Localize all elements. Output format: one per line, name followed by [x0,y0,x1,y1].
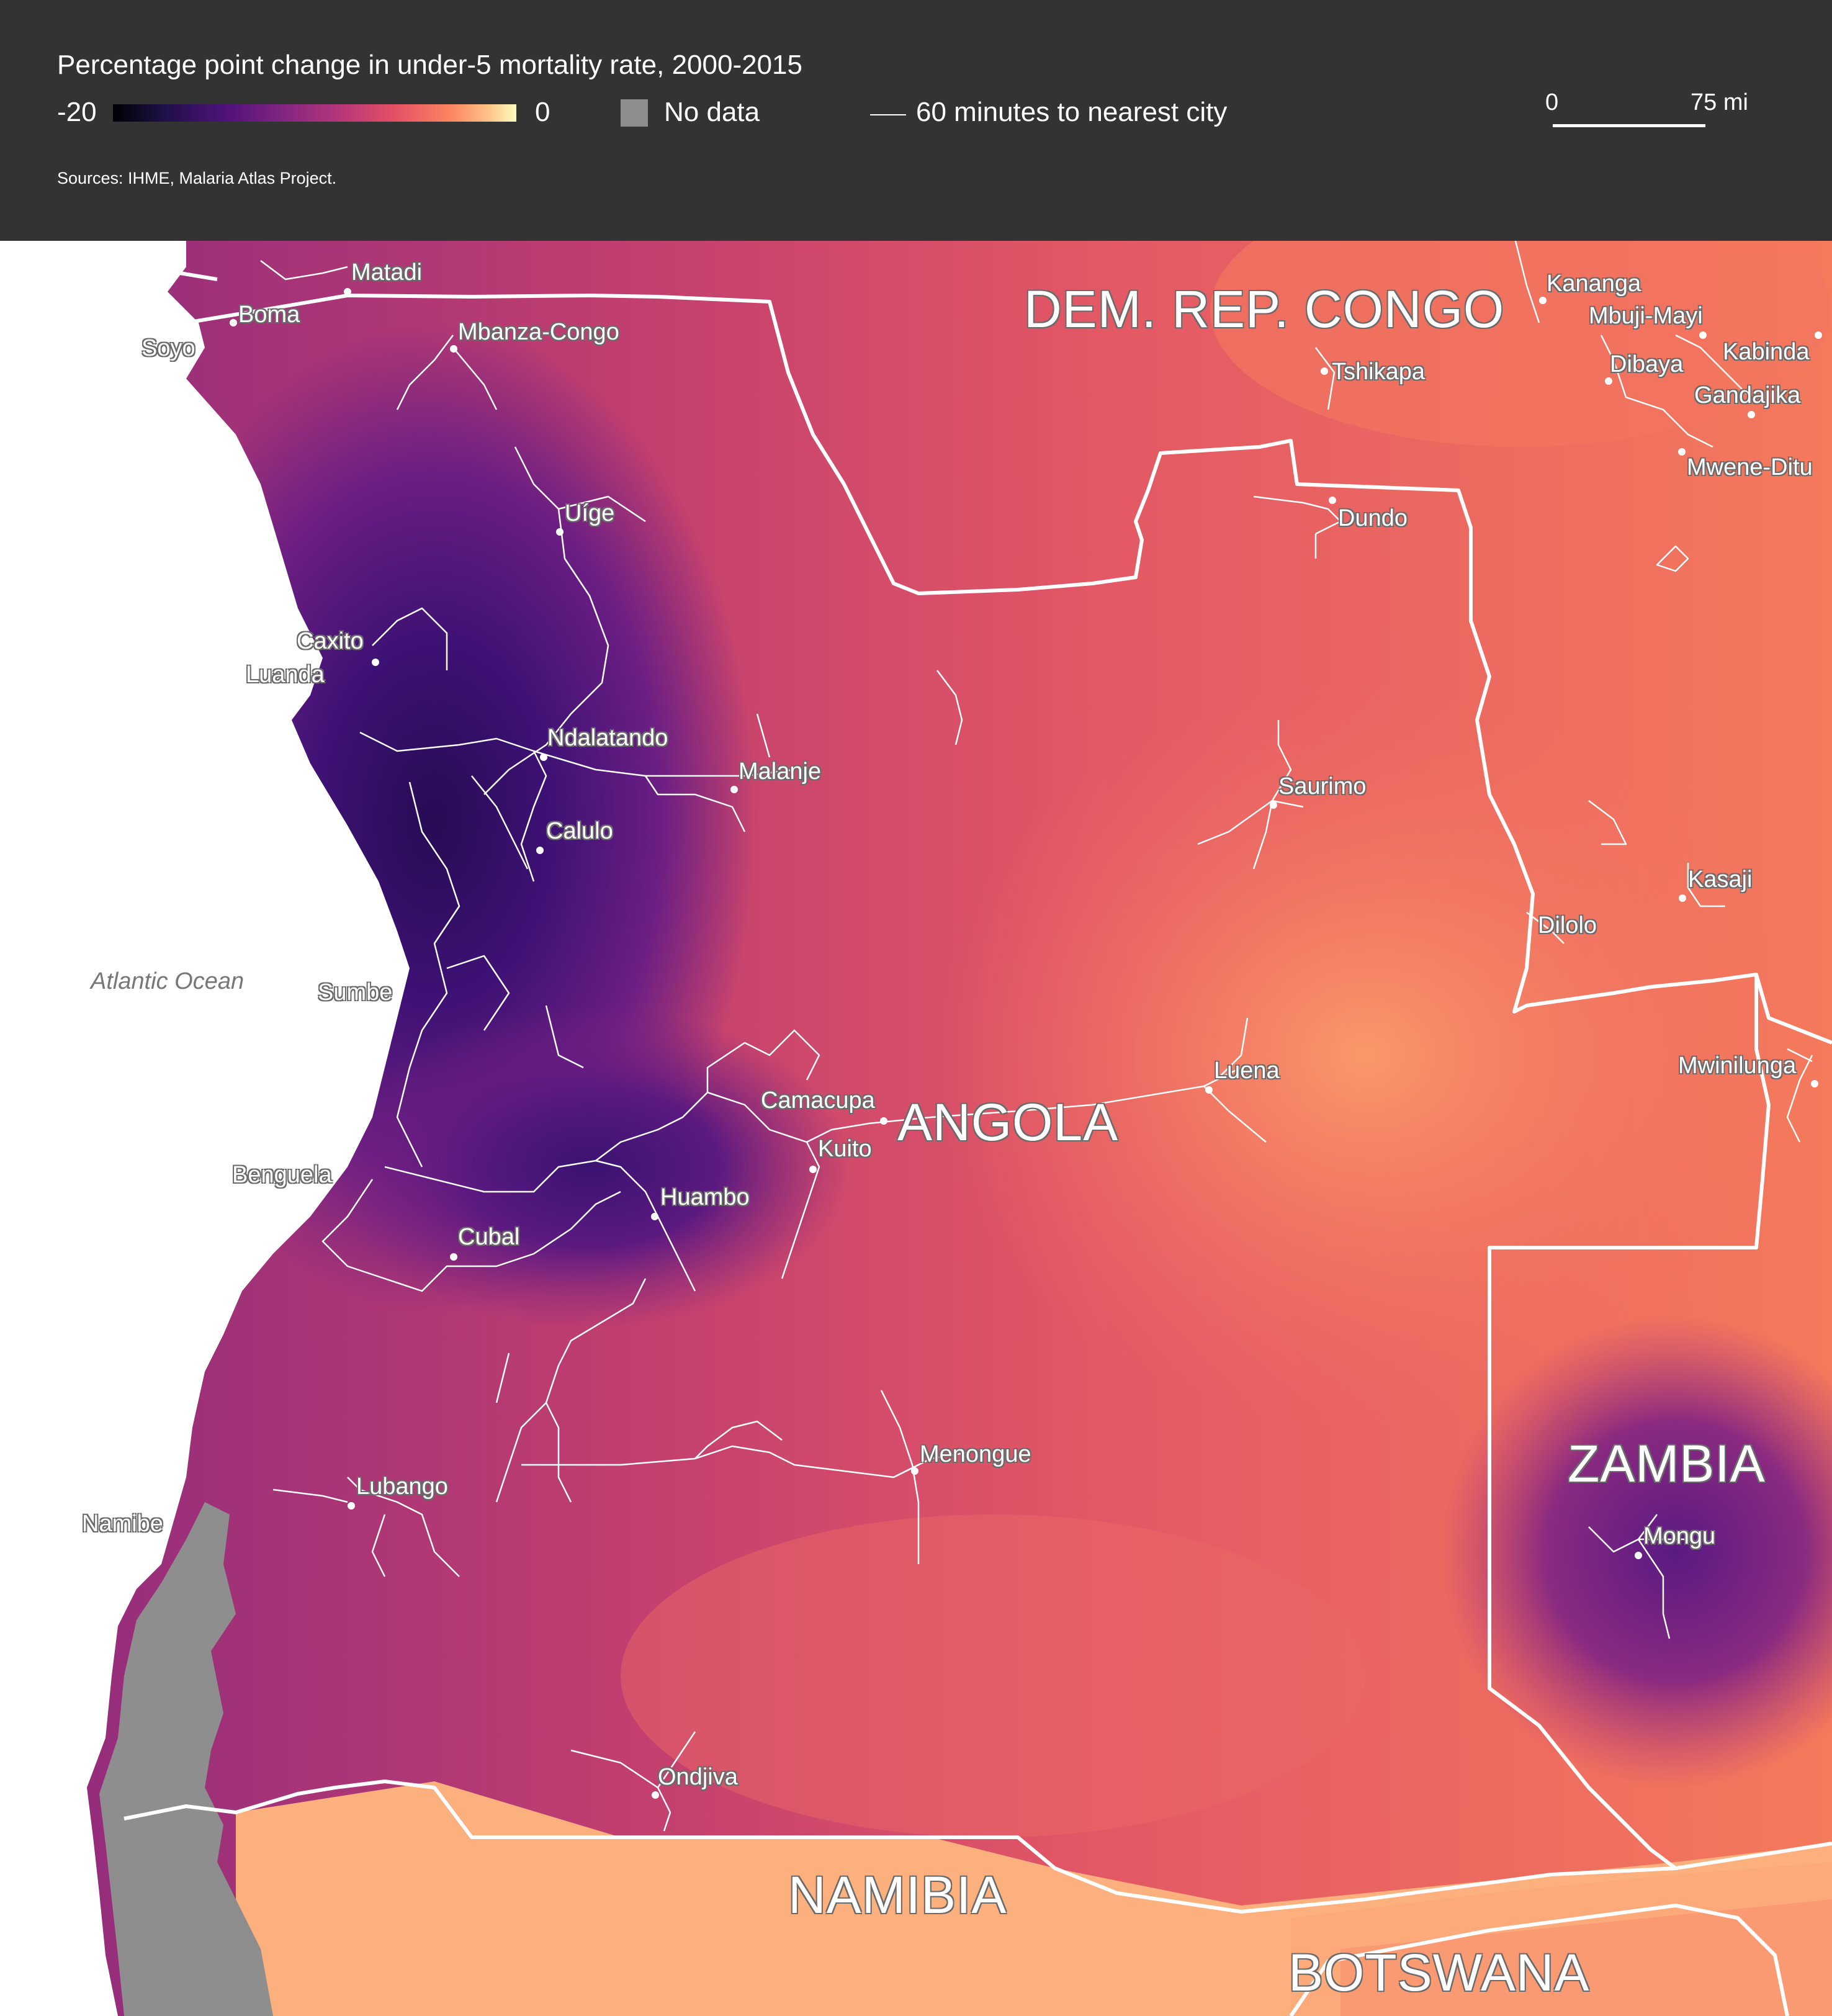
legend-title: Percentage point change in under-5 morta… [57,50,802,80]
city-label-cubal: Cubal [458,1224,520,1250]
city-label-luena: Luena [1214,1058,1280,1084]
city-label-saurimo: Saurimo [1278,773,1367,799]
color-ramp [113,104,516,122]
scale-max-label: 75 mi [1691,89,1748,115]
city-label-mwinilunga: Mwinilunga [1678,1053,1797,1079]
city-label-camacupa: Camacupa [761,1087,875,1114]
city-label-dibaya: Dibaya [1610,351,1684,377]
city-label-menongue: Menongue [920,1441,1031,1467]
city-label-dundo: Dundo [1338,505,1408,531]
country-label-drc: DEM. REP. CONGO [1024,280,1505,338]
country-label-namibia: NAMIBIA [788,1866,1007,1924]
city-label-mbanza-congo: Mbanza-Congo [458,319,619,345]
city-label-malanje: Malanje [739,758,822,785]
city-label-kananga: Kananga [1547,271,1641,297]
ocean-label: Atlantic Ocean [91,968,245,994]
scale-bar [1553,124,1705,127]
source-note: Sources: IHME, Malaria Atlas Project. [57,169,337,187]
city-dots [230,288,1822,1799]
no-data-region [99,1502,273,2016]
city-label-gandajika: Gandajika [1694,382,1801,408]
road-network [260,235,1813,1832]
no-data-label: No data [664,97,760,127]
city-label-mwene-ditu: Mwene-Ditu [1687,454,1813,480]
city-label-benguela: Benguela [232,1162,332,1188]
city-label-soyo: Soyo [141,335,195,361]
city-label-uige: Uíge [565,500,615,526]
city-label-kuito: Kuito [818,1136,872,1162]
city-label-tshikapa: Tshikapa [1332,359,1425,385]
city-label-huambo: Huambo [660,1184,750,1210]
scale-zero-label: 0 [1545,89,1559,115]
country-label-zambia: ZAMBIA [1568,1434,1766,1493]
city-label-namibe: Namibe [82,1511,163,1537]
legend-min-label: -20 [57,97,97,127]
city-label-caxito: Caxito [297,628,364,654]
city-label-calulo: Calulo [546,818,613,844]
city-label-kasaji: Kasaji [1688,866,1753,893]
city-label-ndalatando: Ndalatando [547,725,668,751]
city-label-mbuji-mayi: Mbuji-Mayi [1589,303,1703,329]
city-label-boma: Boma [238,302,300,328]
city-label-lubango: Lubango [356,1474,448,1500]
city-label-luanda: Luanda [246,662,325,688]
no-data-swatch [621,99,648,127]
city-label-sumbe: Sumbe [318,979,393,1006]
legend-panel: Percentage point change in under-5 morta… [0,0,1832,241]
country-label-angola: ANGOLA [897,1093,1119,1151]
city-label-matadi: Matadi [351,259,423,286]
city-label-dilolo: Dilolo [1538,912,1597,938]
city-label-ondjiva: Ondjiva [658,1764,738,1790]
road-label: 60 minutes to nearest city [916,97,1228,127]
country-borders [123,235,1832,2016]
city-label-mongu: Mongu [1643,1523,1716,1549]
city-label-kabinda: Kabinda [1723,339,1810,365]
legend-max-label: 0 [535,97,550,127]
country-label-botswana: BOTSWANA [1288,1943,1590,2002]
road-line-swatch [870,114,906,115]
